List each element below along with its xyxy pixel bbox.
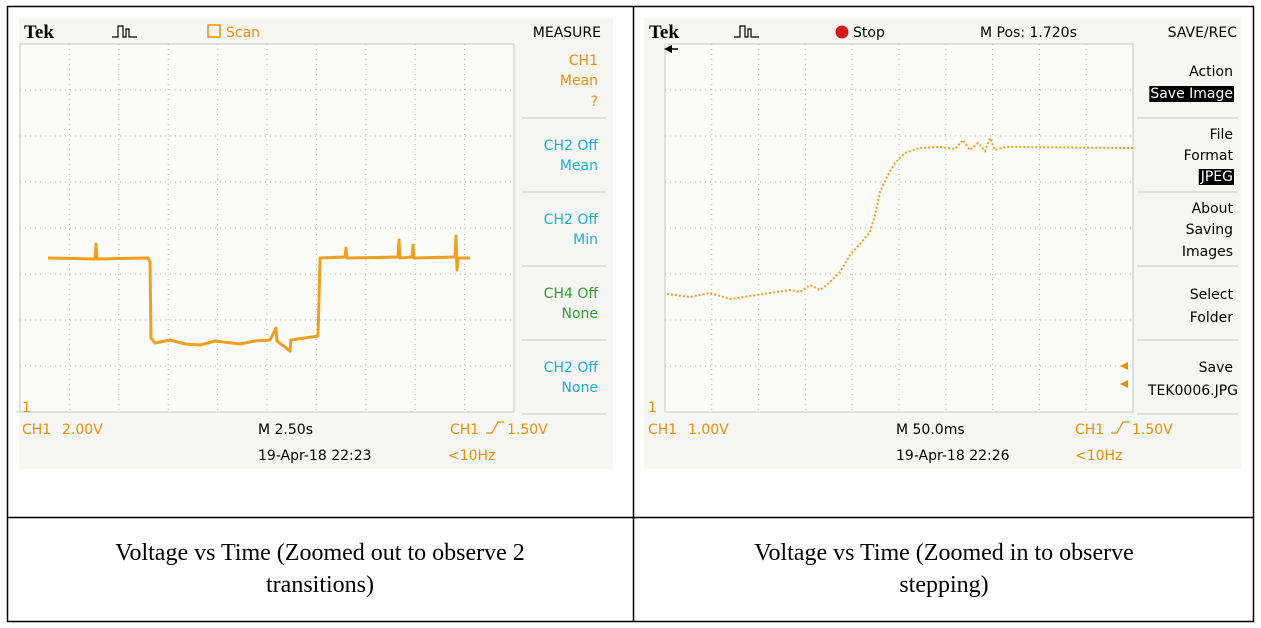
menu-item: About <box>1192 201 1234 217</box>
brand: Tek <box>24 22 54 43</box>
trigger-level: 1.50V <box>507 422 548 438</box>
timebase: M 50.0ms <box>896 422 965 438</box>
page: {"scopes": [ {"brand": "Tek", "status": … <box>0 0 1261 628</box>
menu-item: Min <box>573 232 598 248</box>
menu-item: Saving <box>1186 222 1233 238</box>
volts-per-div: 2.00V <box>62 422 103 438</box>
menu-item: Format <box>1184 148 1234 164</box>
menu-item: JPEG <box>1200 169 1233 185</box>
caption-line: transitions) <box>266 572 374 598</box>
caption-line: Voltage vs Time (Zoomed in to observe <box>754 540 1134 566</box>
menu-item: CH2 Off <box>544 138 599 154</box>
trigger-source: CH1 <box>450 422 479 438</box>
menu-item: CH2 Off <box>544 212 599 228</box>
trigger-source: CH1 <box>1075 422 1104 438</box>
menu-item: None <box>561 306 598 322</box>
caption-line: stepping) <box>899 572 988 598</box>
status-icon <box>836 26 849 39</box>
frequency: <10Hz <box>1075 448 1122 464</box>
menu-item: File <box>1210 127 1233 143</box>
menu-title: SAVE/REC <box>1168 25 1238 41</box>
datetime: 19-Apr-18 22:23 <box>258 448 372 464</box>
menu-item: None <box>561 380 598 396</box>
menu-item: Action <box>1189 64 1233 80</box>
brand: Tek <box>649 22 679 43</box>
trigger-level: 1.50V <box>1132 422 1173 438</box>
datetime: 19-Apr-18 22:26 <box>896 448 1010 464</box>
channel-marker: 1 <box>648 400 657 416</box>
menu-item: Folder <box>1190 310 1234 326</box>
channel: CH1 <box>648 422 677 438</box>
scope-screen: Tek Scan MEASURE 1 CH1 2.00V M 2.50s CH1… <box>19 18 613 469</box>
menu-item: CH4 Off <box>544 286 599 302</box>
document: Tek Scan MEASURE 1 CH1 2.00V M 2.50s CH1… <box>0 0 1261 628</box>
caption-line: Voltage vs Time (Zoomed out to observe 2 <box>115 540 525 566</box>
status: Scan <box>226 25 260 41</box>
menu-item: CH1 <box>569 53 598 69</box>
channel: CH1 <box>22 422 51 438</box>
menu-item: Save Image <box>1150 86 1233 102</box>
menu-item: Select <box>1190 287 1234 303</box>
volts-per-div: 1.00V <box>688 422 729 438</box>
menu-item: CH2 Off <box>544 360 599 376</box>
frequency: <10Hz <box>448 448 495 464</box>
channel-marker: 1 <box>22 400 31 416</box>
position: M Pos: 1.720s <box>980 25 1077 41</box>
menu-title: MEASURE <box>533 25 601 41</box>
menu-item: Save <box>1199 360 1233 376</box>
menu-item: TEK0006.JPG <box>1147 383 1238 399</box>
menu-item: Mean <box>560 73 598 89</box>
status: Stop <box>853 25 885 41</box>
menu-item: Images <box>1182 244 1233 260</box>
timebase: M 2.50s <box>258 422 313 438</box>
menu-item: ? <box>591 94 598 110</box>
menu-item: Mean <box>560 158 598 174</box>
